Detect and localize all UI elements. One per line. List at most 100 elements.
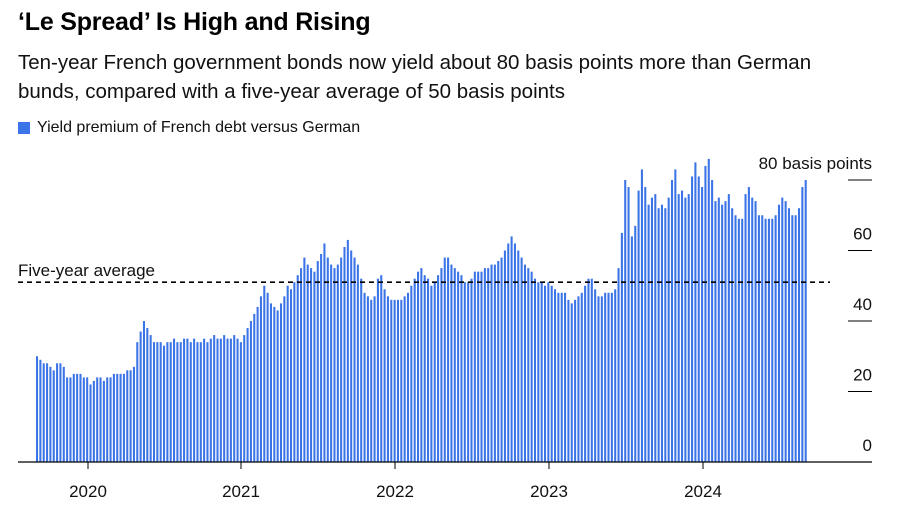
x-axis: 2020 2021 2022 2023 2024 [69,462,722,501]
chart-title: ‘Le Spread’ Is High and Rising [18,8,371,36]
bar [801,187,804,463]
bar [427,278,430,462]
bar [480,271,483,462]
bar [229,338,232,463]
bar [226,338,229,463]
bar [547,282,550,462]
chart-subtitle: Ten-year French government bonds now yie… [18,51,812,103]
bar [102,380,105,462]
bar [620,232,623,463]
bar [487,268,490,463]
bar [744,194,747,462]
bar [283,296,286,462]
bar [701,187,704,463]
bar [784,201,787,462]
legend: Yield premium of French debt versus Germ… [18,119,360,137]
bar [360,278,363,462]
bar [507,243,510,462]
bar [530,271,533,462]
bar [781,197,784,463]
bar [510,236,513,462]
bar [152,342,156,462]
bar [259,296,262,462]
bar [721,204,724,462]
bar [179,342,182,462]
y-tick-label: 80 basis points [759,154,872,173]
bar [343,246,346,462]
bar [79,373,82,463]
bar [590,278,593,462]
bar [777,204,780,462]
bar [346,239,349,462]
bar [604,292,607,462]
bar [263,285,266,462]
bars-group [36,158,807,463]
bar [667,197,670,463]
bar [82,377,85,462]
bar [711,180,714,462]
bar [423,275,426,462]
bar [59,363,62,462]
bar [570,303,573,463]
bar [176,342,179,462]
bar [303,257,306,462]
bar [353,257,356,462]
legend-swatch [18,122,30,134]
bar [370,299,373,462]
bar [386,296,389,462]
bar [233,335,236,462]
bar [36,356,39,462]
bar [574,299,577,462]
y-axis: 80 basis points 60 40 20 0 [759,154,872,455]
bar [684,197,687,463]
bar [396,299,400,462]
bar [741,218,744,462]
bar [46,363,49,462]
bar [196,342,199,462]
bar [243,335,246,462]
bar [600,296,603,462]
bar [163,345,166,462]
bar [617,268,620,463]
bar [747,187,750,463]
bar [52,370,55,462]
bar [677,194,680,462]
bar [106,377,109,462]
bar [577,296,580,462]
bar [500,257,503,462]
bar [333,268,336,463]
bar [674,169,677,463]
x-tick-label: 2024 [684,482,722,501]
bar [390,299,393,462]
bar [42,363,45,462]
bar [416,271,420,462]
bar [610,292,613,462]
bar [39,359,42,462]
bar [99,377,102,462]
bar [614,289,617,462]
bar [156,342,159,462]
x-tick-label: 2022 [376,482,414,501]
bar [256,306,259,462]
bar [219,338,222,463]
bar [463,282,466,462]
bar [380,275,383,462]
bar [183,338,186,463]
bar [437,275,440,462]
bar [139,331,142,462]
bar [654,194,657,462]
bar [209,338,212,463]
bar [300,268,303,463]
bar [594,289,597,462]
bar [373,296,376,462]
bar [293,282,296,462]
bar [406,292,410,462]
bar [731,208,734,462]
bar [276,310,279,462]
bar [72,373,75,463]
bar [804,180,807,462]
bar [694,162,697,463]
bar [537,282,540,462]
bar [450,264,453,462]
bar [433,282,436,462]
